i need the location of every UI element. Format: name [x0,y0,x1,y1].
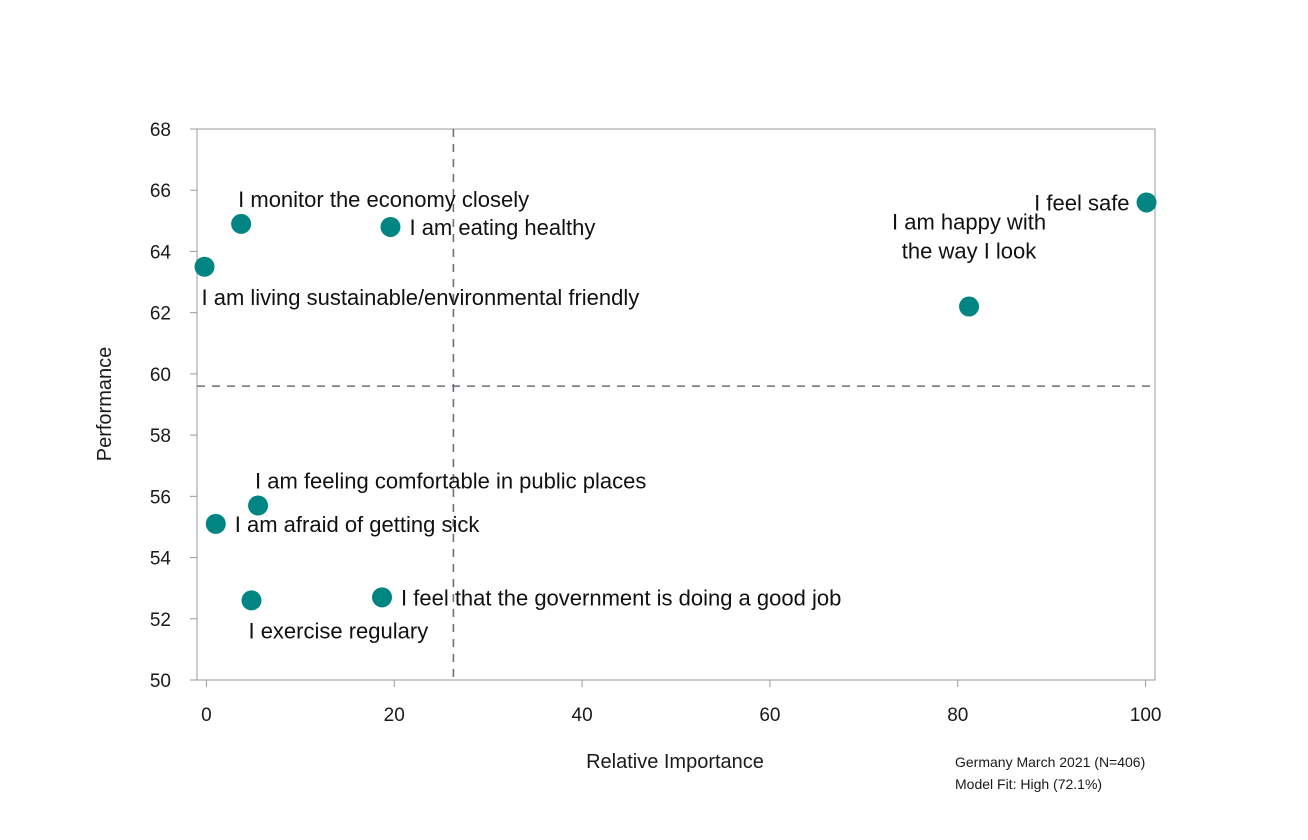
y-tick-label: 68 [150,120,171,141]
y-axis: 50 52 54 56 58 60 62 64 66 68 [150,120,197,692]
footnote-model-fit: Model Fit: High (72.1%) [955,776,1102,792]
x-tick-label: 40 [572,705,593,726]
data-point [1136,192,1157,213]
data-point [231,213,252,234]
point-label: I monitor the economy closely [238,187,529,212]
point-label: I am living sustainable/environmental fr… [202,285,640,310]
y-tick-label: 52 [150,610,171,631]
x-tick-label: 80 [947,705,968,726]
footnote-sample: Germany March 2021 (N=406) [955,754,1145,770]
data-point [194,256,215,277]
y-axis-title: Performance [94,347,116,462]
x-tick-label: 60 [759,705,780,726]
data-point [959,296,980,317]
y-tick-label: 58 [150,426,171,447]
x-tick-label: 20 [384,705,405,726]
plot-frame [196,128,1156,681]
point-label: I feel safe [1034,190,1129,215]
y-tick-label: 66 [150,181,171,202]
y-tick-label: 56 [150,487,171,508]
y-tick-label: 62 [150,304,171,325]
point-label: I feel that the government is doing a go… [401,585,841,610]
y-tick-label: 64 [150,242,172,263]
point-label: I am afraid of getting sick [235,512,481,537]
y-tick-label: 50 [150,671,171,692]
reference-lines [197,129,1155,680]
y-tick-label: 54 [150,549,172,570]
point-label: I exercise regulary [248,618,428,643]
data-point [372,587,393,608]
data-point [241,590,262,611]
point-label: I am feeling comfortable in public place… [255,469,646,494]
point-label: I am eating healthy [409,215,595,240]
x-axis: 0 20 40 60 80 100 [201,680,1161,726]
x-tick-label: 100 [1130,705,1162,726]
point-label: I am happy with the way I look [892,210,1046,264]
data-point [205,513,226,534]
y-tick-label: 60 [150,365,171,386]
data-point [380,216,401,237]
x-tick-label: 0 [201,705,212,726]
data-points: I monitor the economy closely I am eating… [194,187,1157,643]
data-point [248,495,269,516]
x-axis-title: Relative Importance [586,751,764,773]
